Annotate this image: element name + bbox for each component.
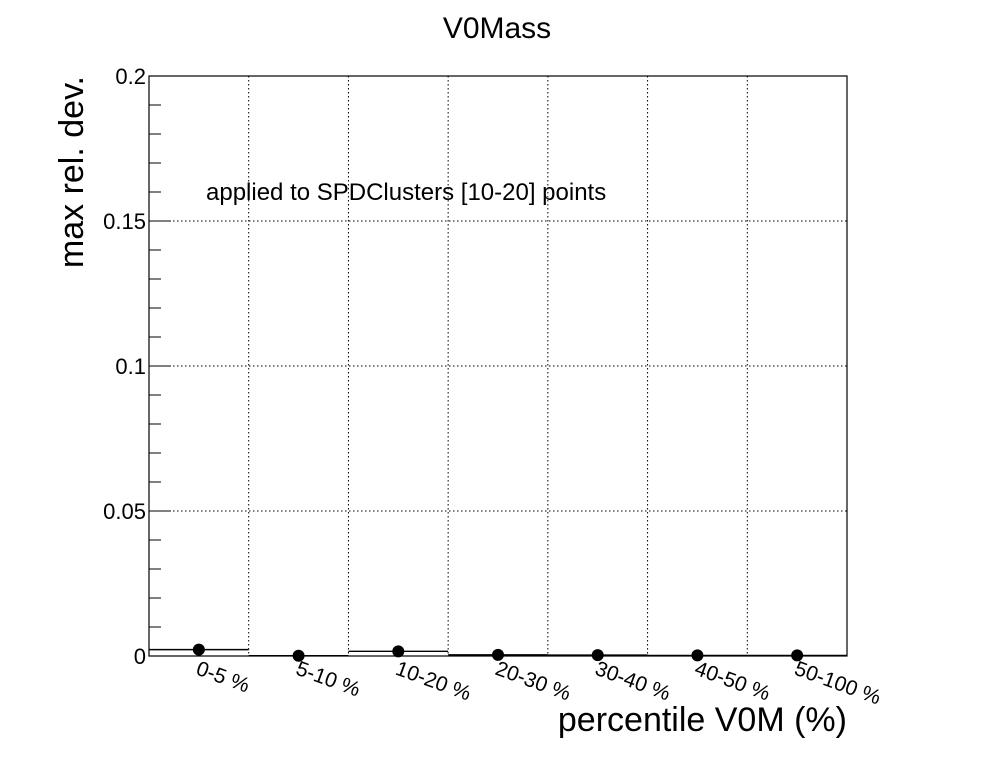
data-points [192,643,804,662]
y-tick-label: 0.1 [115,354,146,379]
data-point [691,649,704,662]
y-minor-ticks [149,75,171,657]
y-tick-label: 0 [134,644,146,669]
annotation: applied to SPDClusters [10-20] points [206,179,606,206]
data-point [492,648,504,661]
data-point [292,649,305,662]
data-point [392,645,405,658]
y-tick-label: 0.15 [103,209,146,234]
y-tick-label: 0.05 [103,499,146,524]
x-axis-title: percentile V0M (%) [558,701,847,739]
data-point [591,649,604,662]
chart-title: V0Mass [443,12,551,45]
data-point [791,649,804,662]
y-axis-title: max rel. dev. [53,76,91,268]
y-tick-label: 0.2 [115,64,146,89]
grid [149,76,847,656]
data-point [192,643,205,656]
y-tick-labels: 0 0.05 0.1 0.15 0.2 [103,64,146,669]
